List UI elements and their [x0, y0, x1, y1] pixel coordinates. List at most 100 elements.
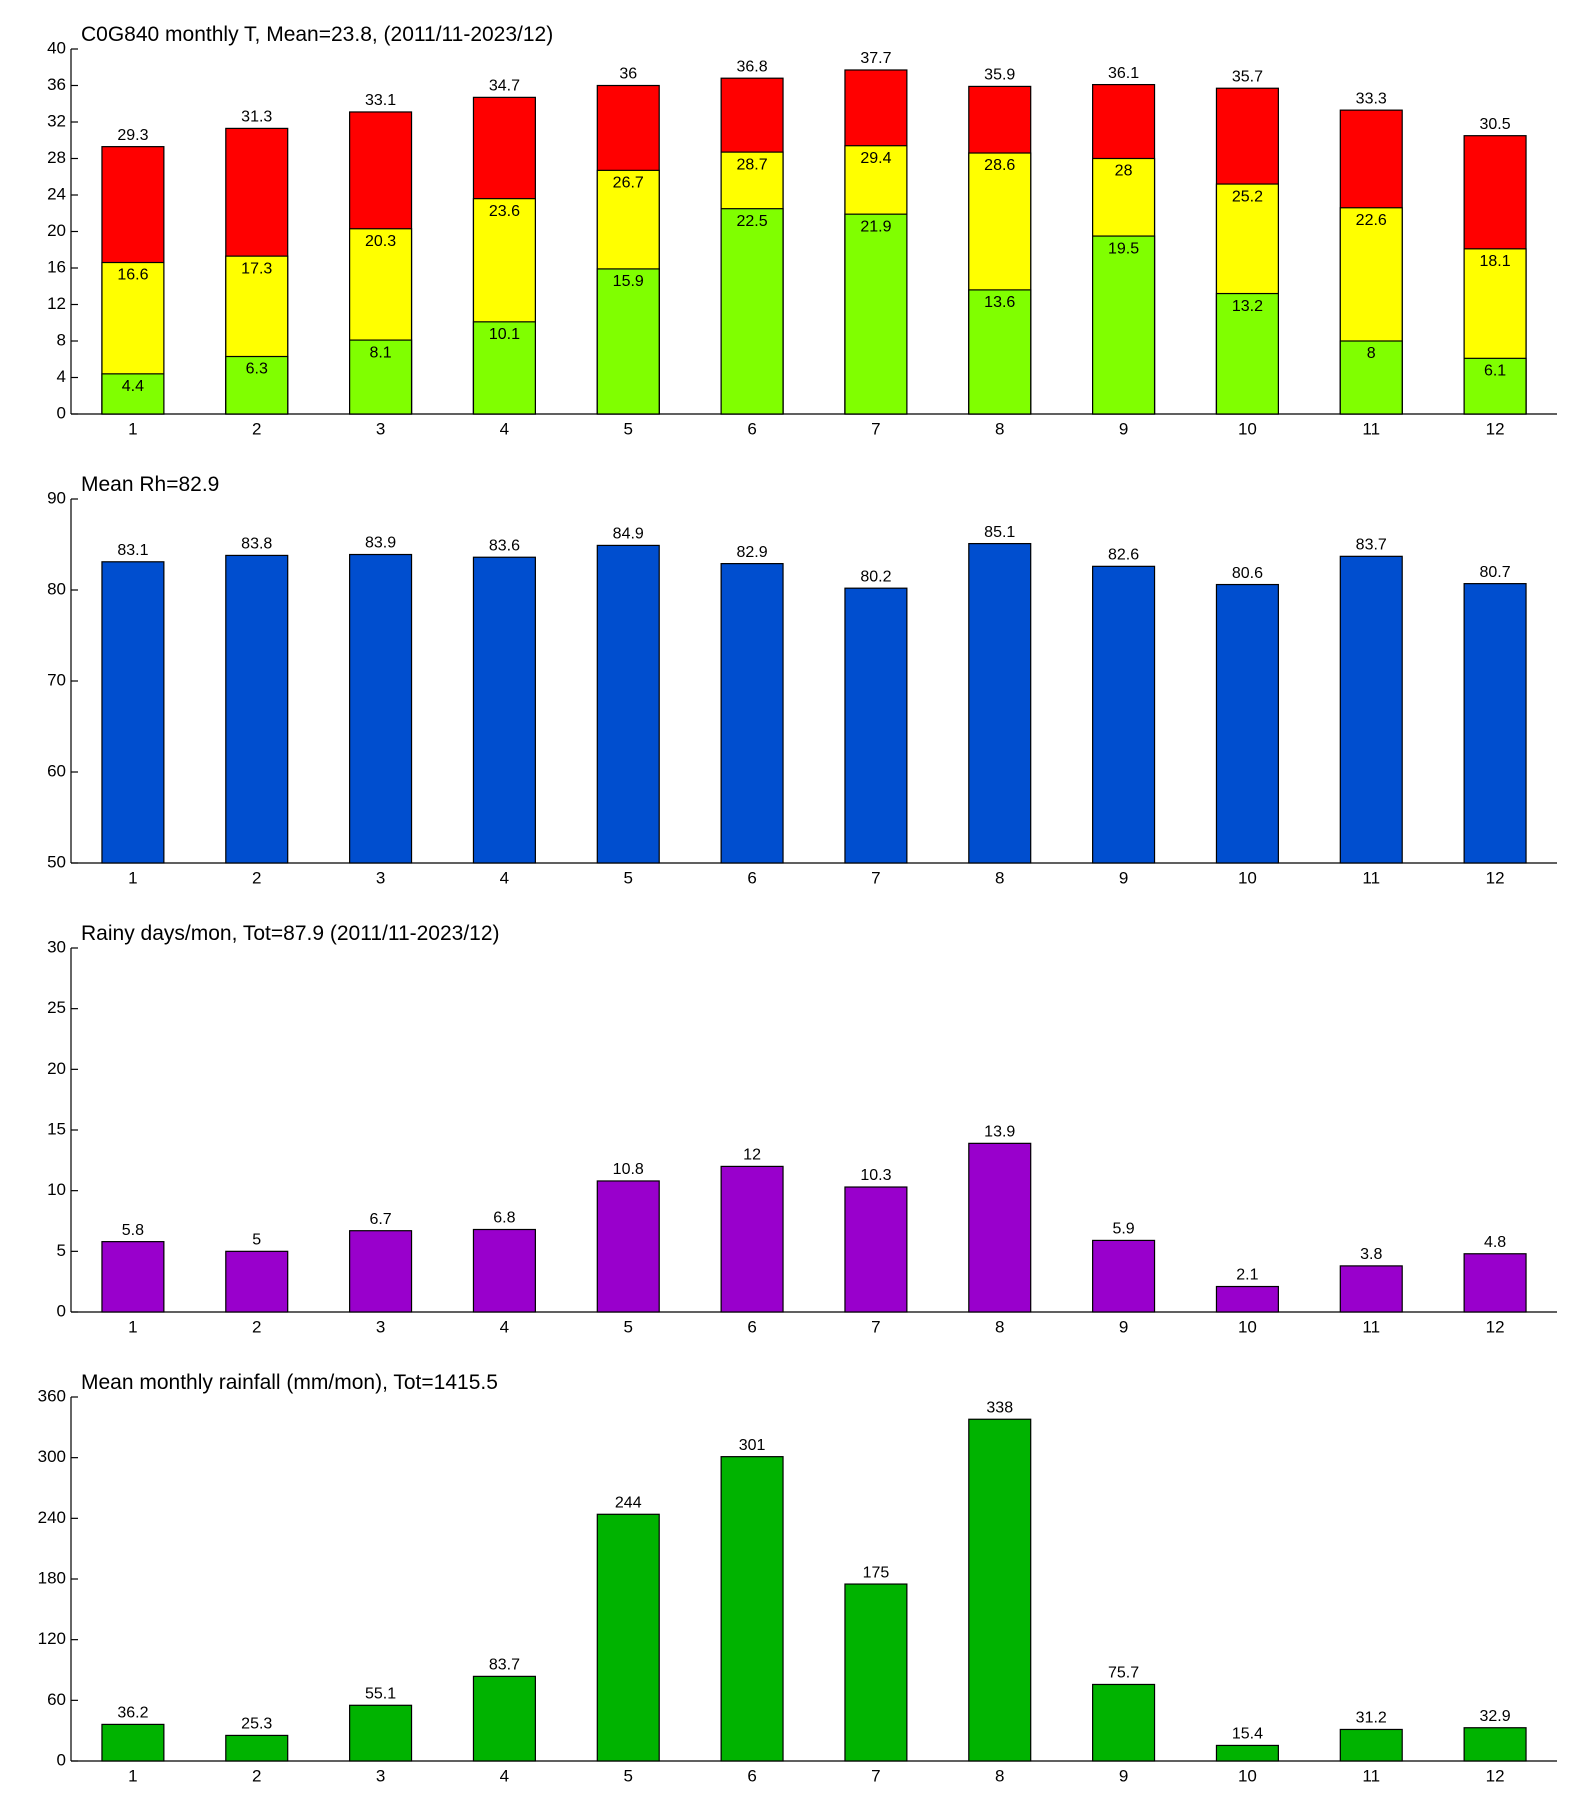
x-tick-label: 11 — [1362, 1317, 1380, 1336]
bar — [349, 553, 413, 864]
x-tick-label: 11 — [1362, 1766, 1380, 1785]
value-label: 338 — [986, 1399, 1013, 1416]
x-tick-label: 4 — [500, 419, 509, 438]
value-label: 83.8 — [241, 536, 272, 553]
y-tick-label: 80 — [47, 579, 66, 598]
value-label: 10.3 — [860, 1167, 891, 1184]
y-tick-label: 25 — [47, 998, 66, 1017]
bar — [720, 1456, 784, 1762]
bar — [596, 544, 660, 864]
y-tick-label: 24 — [47, 184, 66, 203]
y-tick-label: 180 — [38, 1568, 66, 1587]
bar — [844, 1583, 908, 1762]
value-label: 83.9 — [365, 535, 396, 552]
chart-title: C0G840 monthly T, Mean=23.8, (2011/11-20… — [81, 23, 553, 46]
bar — [1215, 583, 1279, 864]
x-tick-label: 1 — [128, 1317, 137, 1336]
x-tick-label: 12 — [1486, 868, 1505, 887]
x-tick-label: 2 — [252, 1766, 261, 1785]
value-label: 22.6 — [1356, 212, 1387, 229]
value-label: 6.1 — [1484, 363, 1506, 380]
value-label: 83.6 — [489, 537, 520, 554]
bar — [596, 1180, 660, 1313]
value-label: 82.6 — [1108, 547, 1139, 564]
value-label: 5.8 — [122, 1222, 144, 1239]
bar — [349, 1230, 413, 1313]
bar — [844, 213, 908, 415]
x-tick-label: 7 — [871, 1317, 880, 1336]
x-tick-label: 10 — [1238, 1766, 1257, 1785]
value-label: 15.4 — [1232, 1726, 1263, 1743]
bar — [472, 321, 536, 415]
bar — [349, 339, 413, 415]
value-label: 36 — [619, 66, 637, 83]
bar — [1215, 1744, 1279, 1762]
bar — [968, 289, 1032, 415]
value-label: 10.8 — [613, 1161, 644, 1178]
x-tick-label: 2 — [252, 419, 261, 438]
x-tick-label: 1 — [128, 868, 137, 887]
x-tick-label: 12 — [1486, 1766, 1505, 1785]
y-tick-label: 15 — [47, 1119, 66, 1138]
value-label: 18.1 — [1480, 253, 1511, 270]
x-tick-label: 11 — [1362, 419, 1380, 438]
value-label: 6.7 — [369, 1211, 391, 1228]
bar — [225, 355, 289, 415]
value-label: 13.9 — [984, 1124, 1015, 1141]
y-tick-label: 36 — [47, 75, 66, 94]
value-label: 301 — [739, 1437, 766, 1454]
x-tick-label: 3 — [376, 1317, 385, 1336]
value-label: 80.7 — [1480, 564, 1511, 581]
value-label: 34.7 — [489, 78, 520, 95]
value-label: 4.8 — [1484, 1234, 1506, 1251]
value-label: 2.1 — [1236, 1267, 1258, 1284]
x-tick-label: 10 — [1238, 868, 1257, 887]
value-label: 17.3 — [241, 260, 272, 277]
x-tick-label: 7 — [871, 419, 880, 438]
x-tick-label: 2 — [252, 868, 261, 887]
x-tick-label: 3 — [376, 419, 385, 438]
value-label: 20.3 — [365, 233, 396, 250]
y-tick-label: 16 — [47, 257, 66, 276]
y-tick-label: 70 — [47, 670, 66, 689]
bar — [720, 208, 784, 415]
bar — [225, 554, 289, 864]
x-tick-label: 7 — [871, 1766, 880, 1785]
x-tick-label: 6 — [747, 868, 756, 887]
bar — [720, 1165, 784, 1313]
value-label: 23.6 — [489, 203, 520, 220]
x-tick-label: 5 — [624, 419, 633, 438]
x-tick-label: 4 — [500, 1317, 509, 1336]
value-label: 30.5 — [1480, 116, 1511, 133]
value-label: 75.7 — [1108, 1665, 1139, 1682]
y-tick-label: 0 — [57, 403, 66, 422]
x-tick-label: 6 — [747, 419, 756, 438]
x-tick-label: 1 — [128, 419, 137, 438]
bar — [596, 1513, 660, 1762]
chart-title: Rainy days/mon, Tot=87.9 (2011/11-2023/1… — [81, 922, 500, 945]
bar — [720, 563, 784, 864]
chart-title: Mean Rh=82.9 — [81, 473, 219, 496]
bar — [1339, 1728, 1403, 1762]
value-label: 37.7 — [860, 50, 891, 67]
x-tick-label: 11 — [1362, 868, 1380, 887]
x-tick-label: 8 — [995, 419, 1004, 438]
bar — [1339, 340, 1403, 415]
y-tick-label: 4 — [57, 367, 66, 386]
value-label: 33.1 — [365, 92, 396, 109]
x-tick-label: 9 — [1119, 1766, 1128, 1785]
bar — [101, 1241, 165, 1313]
x-tick-label: 8 — [995, 1317, 1004, 1336]
x-tick-label: 6 — [747, 1766, 756, 1785]
bar — [968, 1142, 1032, 1313]
x-tick-label: 4 — [500, 868, 509, 887]
bar — [844, 1186, 908, 1313]
value-label: 13.6 — [984, 294, 1015, 311]
x-tick-label: 1 — [128, 1766, 137, 1785]
value-label: 13.2 — [1232, 298, 1263, 315]
bar — [101, 1723, 165, 1762]
value-label: 6.8 — [493, 1210, 515, 1227]
y-tick-label: 60 — [47, 1690, 66, 1709]
bar — [1092, 235, 1156, 415]
